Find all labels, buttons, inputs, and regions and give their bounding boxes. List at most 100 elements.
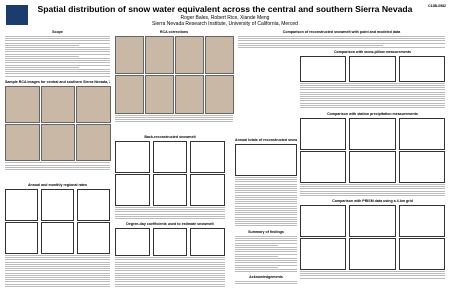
text-line [235,192,297,194]
text-line [5,279,110,281]
text-line [235,177,297,178]
section-heading: Summary of findings [248,230,284,234]
text-line [5,283,110,285]
text-line [5,38,110,40]
text-line [235,244,279,246]
text-line [5,62,110,64]
chart-panel [300,238,347,270]
text-line [235,251,297,253]
map-image [40,124,76,162]
text-line [115,279,225,281]
text-line [115,274,225,276]
chart-panel [398,56,445,82]
text-line [235,223,297,225]
chart-panel [115,141,150,173]
chart-panel [398,151,445,183]
section-heading: Comparison with snow-pillow measurements [333,50,412,54]
text-line [115,261,225,263]
chart-panel [349,118,396,150]
text-line [235,185,297,187]
affiliation: Sierra Nevada Research Institute, Univer… [152,21,298,27]
map-image [175,75,204,114]
text-line [235,201,297,203]
text-line [5,71,110,73]
text-line [5,274,110,276]
text-line [5,36,110,37]
chart-panel [190,228,225,257]
text-line [235,179,297,181]
text-line [238,36,445,37]
text-line [115,265,225,267]
chart-panel [41,222,74,254]
text-line [300,275,445,277]
text-line [300,100,445,102]
text-line [235,271,297,273]
text-line [238,40,445,42]
map-image [5,124,40,162]
map-image [40,86,76,124]
map-image [115,36,144,75]
text-line [5,58,110,59]
text-line [5,55,79,57]
text-line [115,268,225,270]
text-line [235,260,297,262]
map-image [205,36,234,75]
text-line [5,285,110,287]
section-heading: Annual and monthly regional rates [27,183,88,187]
chart-panel [41,189,74,221]
text-line [235,216,297,218]
text-line [235,207,297,209]
text-line [5,162,110,164]
text-line [5,51,110,53]
text-line [235,199,297,200]
text-line [235,214,297,216]
text-line [115,285,225,287]
section-heading: Back-reconstructed snowmelt [144,135,196,139]
text-line [5,270,110,272]
text-line [238,42,445,44]
text-line [5,272,110,274]
text-line [300,195,445,196]
text-line [235,281,297,282]
chart-panel [300,151,347,183]
text-line [5,73,110,75]
text-line [115,257,225,259]
text-line [235,203,297,205]
chart-panel [5,222,38,254]
text-line [235,255,279,257]
text-line [5,66,79,68]
map-image [5,86,40,124]
text-line [235,266,279,268]
section-heading: Comparison with PRISM data using a 4-km … [332,199,413,203]
chart-panel [115,228,150,257]
text-line [5,164,110,166]
text-line [235,190,297,192]
text-line [5,263,110,265]
map-image [175,36,204,75]
text-line [300,96,445,98]
text-line [300,186,445,188]
poster-id: C13B-0582 [428,4,446,8]
text-line [115,263,225,265]
chart-panel [190,174,225,206]
text-line [5,64,110,66]
text-line [115,259,225,261]
text-line [115,218,225,219]
text-line [300,188,445,190]
text-line [5,268,110,270]
text-line [5,60,110,62]
chart-panel [398,205,445,237]
text-line [235,253,297,255]
chart-panel [349,151,396,183]
chart-panel [152,174,188,206]
text-line [235,264,297,266]
text-line [235,240,297,242]
text-line [5,47,110,48]
text-line [300,184,445,185]
title: Spatial distribution of snow water equiv… [37,4,413,14]
text-line [235,247,297,248]
chart-panel [115,174,150,206]
text-line [300,273,445,275]
text-line [235,188,297,189]
chart-panel [300,205,347,237]
